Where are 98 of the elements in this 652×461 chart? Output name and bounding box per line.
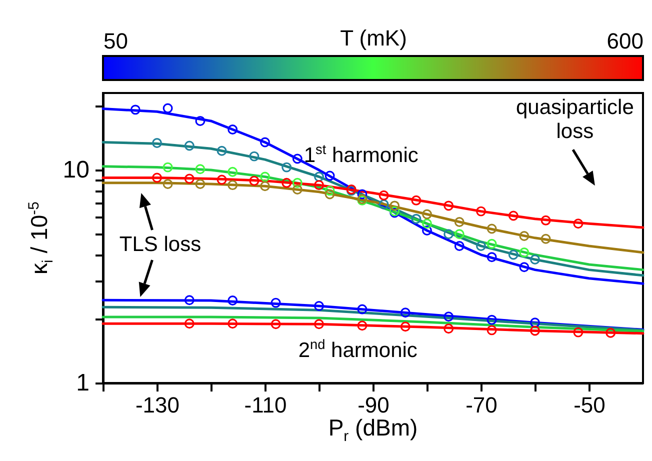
- point: [378, 199, 389, 210]
- point: [249, 176, 260, 186]
- point: [486, 314, 497, 325]
- point: [260, 137, 270, 148]
- point: [444, 312, 454, 322]
- line-series: [102, 322, 644, 335]
- point: [486, 224, 497, 234]
- point: [486, 252, 497, 262]
- point: [184, 174, 194, 184]
- x-axis-title: P$_{r}$ (dBm): [328, 414, 418, 446]
- point: [411, 214, 422, 224]
- point: [357, 320, 368, 331]
- point: [444, 324, 454, 334]
- point: [228, 318, 238, 329]
- point: [184, 140, 194, 151]
- point: [228, 296, 238, 306]
- point: [314, 300, 324, 311]
- point: [314, 172, 324, 182]
- point: [486, 238, 497, 249]
- point: [357, 189, 368, 200]
- y-tick-label: 1: [76, 370, 90, 396]
- point: [282, 162, 292, 172]
- point: [519, 248, 530, 258]
- point: [228, 124, 238, 134]
- point: [324, 186, 335, 196]
- point: [162, 103, 173, 114]
- point: [519, 231, 530, 241]
- point: [444, 200, 454, 211]
- point: [249, 151, 260, 162]
- point: [282, 178, 292, 188]
- point: [422, 209, 432, 220]
- annotation: quasiparticle loss: [516, 96, 634, 144]
- point: [216, 146, 227, 156]
- point: [454, 217, 464, 227]
- point: [260, 181, 270, 192]
- point: [130, 104, 140, 115]
- point: [270, 319, 281, 330]
- point: [486, 325, 497, 336]
- point: [476, 240, 486, 251]
- point: [195, 116, 206, 126]
- point: [184, 318, 194, 329]
- point: [411, 195, 422, 206]
- point: [162, 179, 173, 189]
- point: [422, 226, 432, 236]
- point: [324, 170, 335, 181]
- point: [573, 327, 584, 338]
- x-tick-label: -110: [244, 392, 287, 418]
- point: [530, 326, 540, 336]
- point: [324, 189, 335, 200]
- color-bar-label: 50: [104, 28, 128, 54]
- point: [454, 240, 464, 251]
- color-bar-title: T (mK): [340, 26, 407, 50]
- point: [508, 210, 518, 221]
- point: [400, 308, 410, 318]
- point: [184, 295, 194, 306]
- line-series: [102, 176, 644, 229]
- point: [292, 184, 302, 194]
- x-tick-label: -130: [135, 392, 180, 418]
- point: [270, 298, 281, 308]
- point: [162, 162, 173, 172]
- x-tick-label: -70: [466, 392, 498, 418]
- point: [195, 164, 206, 174]
- point: [606, 328, 616, 338]
- point: [530, 318, 540, 328]
- point: [573, 218, 584, 229]
- point: [228, 166, 238, 177]
- point: [540, 215, 551, 226]
- point: [540, 234, 551, 244]
- point: [260, 172, 270, 182]
- annotation: 2$^{nd}$ harmonic: [298, 337, 418, 364]
- point: [357, 304, 368, 314]
- point: [454, 229, 464, 240]
- point: [195, 179, 206, 189]
- point: [422, 218, 432, 229]
- annotation: TLS loss: [119, 232, 202, 258]
- point: [530, 254, 540, 264]
- x-tick-label: -90: [358, 392, 390, 418]
- point: [390, 200, 400, 211]
- point: [228, 180, 238, 190]
- color-bar-label: 600: [606, 28, 644, 54]
- point: [314, 180, 324, 190]
- point: [519, 262, 530, 272]
- point: [152, 138, 162, 148]
- point: [476, 206, 486, 216]
- line-series: [102, 306, 644, 332]
- point: [216, 174, 227, 185]
- x-tick-label: -50: [574, 392, 606, 418]
- line-series: [102, 316, 644, 332]
- point: [378, 190, 389, 200]
- point: [152, 172, 162, 183]
- point: [400, 322, 410, 332]
- point: [314, 319, 324, 330]
- y-tick-label: 10: [62, 156, 90, 184]
- annotation: 1$^{st}$ harmonic: [304, 142, 418, 168]
- point: [508, 250, 518, 260]
- point: [292, 178, 302, 188]
- point: [444, 229, 454, 240]
- point: [292, 154, 302, 164]
